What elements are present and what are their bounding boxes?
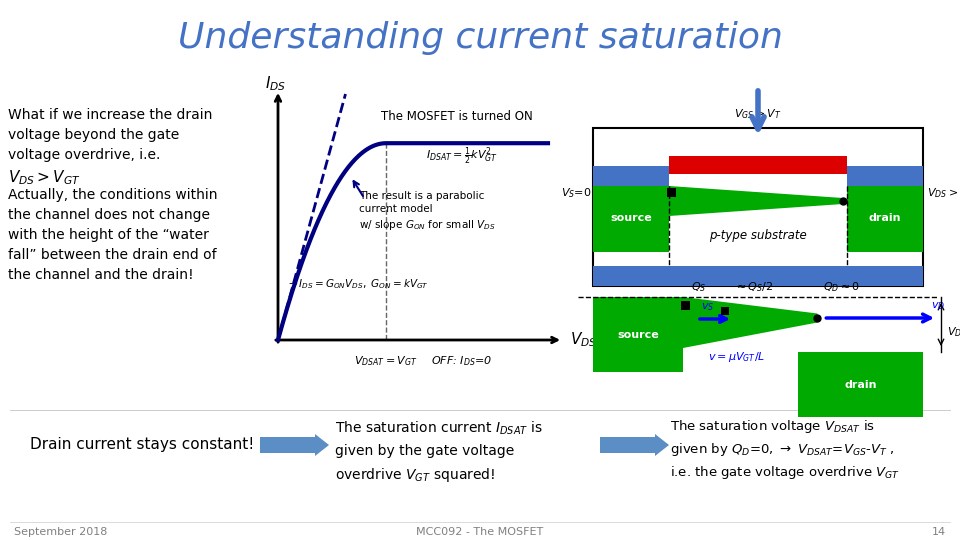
Text: $v=\mu V_{GT}/L$: $v=\mu V_{GT}/L$ <box>708 350 765 364</box>
Polygon shape <box>669 186 843 216</box>
Text: The MOSFET is turned ON: The MOSFET is turned ON <box>380 110 533 123</box>
Text: $\rightarrow I_{DS} = G_{ON}V_{DS},\ G_{ON} = kV_{GT}$: $\rightarrow I_{DS} = G_{ON}V_{DS},\ G_{… <box>286 278 429 292</box>
Text: $V_{DS} > V_{GT}$: $V_{DS} > V_{GT}$ <box>927 186 960 200</box>
Text: voltage beyond the gate: voltage beyond the gate <box>8 128 180 142</box>
FancyArrow shape <box>260 434 329 456</box>
Bar <box>593 297 683 372</box>
Text: Understanding current saturation: Understanding current saturation <box>178 21 782 55</box>
Bar <box>667 188 676 197</box>
Text: $V_{DSAT}=V_{GT}$: $V_{DSAT}=V_{GT}$ <box>354 354 418 368</box>
Text: fall” between the drain end of: fall” between the drain end of <box>8 248 217 262</box>
Bar <box>669 174 847 186</box>
Text: $v_S$: $v_S$ <box>701 301 714 313</box>
Polygon shape <box>683 297 817 348</box>
Text: The result is a parabolic
current model
w/ slope $G_{ON}$ for small $V_{DS}$: The result is a parabolic current model … <box>359 191 495 232</box>
Text: $Q_D\approx$0: $Q_D\approx$0 <box>824 280 860 294</box>
Text: the channel does not change: the channel does not change <box>8 208 210 222</box>
Bar <box>847 166 923 186</box>
Text: What if we increase the drain: What if we increase the drain <box>8 108 212 122</box>
Text: $V_{DS}>V_{GT}$: $V_{DS}>V_{GT}$ <box>8 168 81 187</box>
Text: source: source <box>611 213 652 223</box>
Text: p-type substrate: p-type substrate <box>709 230 806 242</box>
Text: Drain current stays constant!: Drain current stays constant! <box>30 437 254 453</box>
Bar <box>721 307 729 315</box>
Bar <box>847 184 923 252</box>
Text: $\approx Q_S/2$: $\approx Q_S/2$ <box>734 280 773 294</box>
FancyArrow shape <box>600 434 669 456</box>
Bar <box>798 352 923 417</box>
Text: $V_{GS}>V_T$: $V_{GS}>V_T$ <box>734 107 781 121</box>
Text: $I_{DSAT} = \frac{1}{2}kV_{GT}^2$: $I_{DSAT} = \frac{1}{2}kV_{GT}^2$ <box>426 146 498 167</box>
Text: The saturation current $I_{DSAT}$ is
given by the gate voltage
overdrive $V_{GT}: The saturation current $I_{DSAT}$ is giv… <box>335 420 542 484</box>
Text: source: source <box>617 329 659 340</box>
Text: OFF: $I_{DS}$=0: OFF: $I_{DS}$=0 <box>431 354 492 368</box>
Text: $V_{DS}>V_{GT}$: $V_{DS}>V_{GT}$ <box>947 325 960 339</box>
Text: The saturation voltage $V_{DSAT}$ is
given by $Q_D$=0, $\rightarrow$ $V_{DSAT}$=: The saturation voltage $V_{DSAT}$ is giv… <box>670 418 900 481</box>
Text: $I_{DS}$: $I_{DS}$ <box>265 75 287 93</box>
Text: drain: drain <box>869 213 901 223</box>
Bar <box>593 128 923 286</box>
Text: September 2018: September 2018 <box>14 527 108 537</box>
Text: Actually, the conditions within: Actually, the conditions within <box>8 188 218 202</box>
Text: with the height of the “water: with the height of the “water <box>8 228 209 242</box>
Text: MCC092 - The MOSFET: MCC092 - The MOSFET <box>417 527 543 537</box>
Text: the channel and the drain!: the channel and the drain! <box>8 268 194 282</box>
Text: $V_S$=0: $V_S$=0 <box>561 186 591 200</box>
Bar <box>593 166 669 186</box>
Text: voltage overdrive, i.e.: voltage overdrive, i.e. <box>8 148 160 162</box>
Bar <box>669 156 847 174</box>
Bar <box>593 266 923 286</box>
Text: $v_D$: $v_D$ <box>931 300 946 312</box>
Bar <box>681 301 690 310</box>
Text: 14: 14 <box>932 527 946 537</box>
Text: drain: drain <box>844 380 876 389</box>
Text: $Q_S$: $Q_S$ <box>691 280 707 294</box>
Text: $V_{DS}$: $V_{DS}$ <box>570 330 597 349</box>
Bar <box>593 184 669 252</box>
